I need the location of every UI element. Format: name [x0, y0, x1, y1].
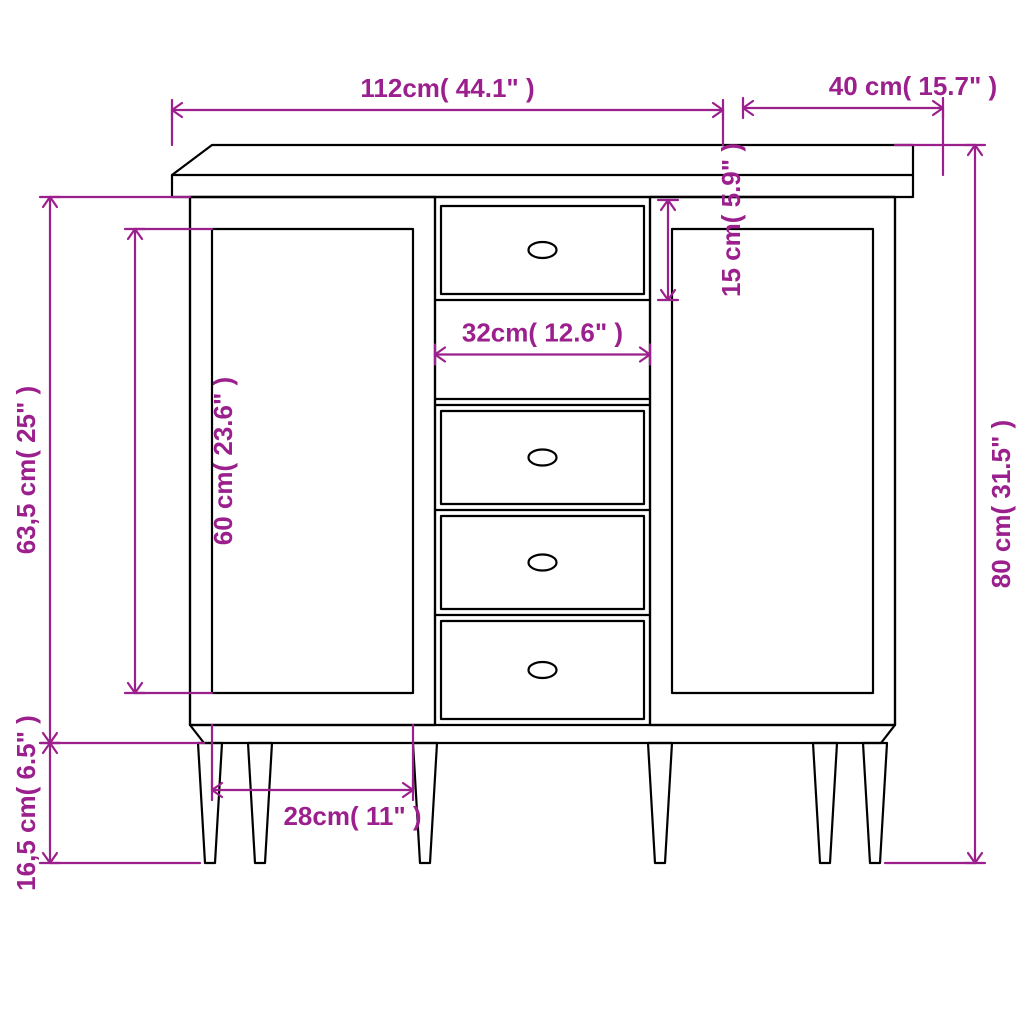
dim-door-w: 28cm( 11" )	[283, 801, 421, 831]
dim-door-h: 60 cm( 23.6" )	[208, 377, 238, 545]
dim-drawer-h: 15 cm( 5.9" )	[716, 143, 746, 297]
dim-height-total: 80 cm( 31.5" )	[986, 420, 1016, 588]
dim-drawer-w: 32cm( 12.6" )	[462, 317, 623, 347]
dim-depth-top: 40 cm( 15.7" )	[829, 71, 997, 101]
dim-leg-h: 16,5 cm( 6.5" )	[11, 715, 41, 891]
dim-width-top: 112cm( 44.1" )	[360, 73, 534, 103]
dim-body-h: 63,5 cm( 25" )	[11, 386, 41, 554]
